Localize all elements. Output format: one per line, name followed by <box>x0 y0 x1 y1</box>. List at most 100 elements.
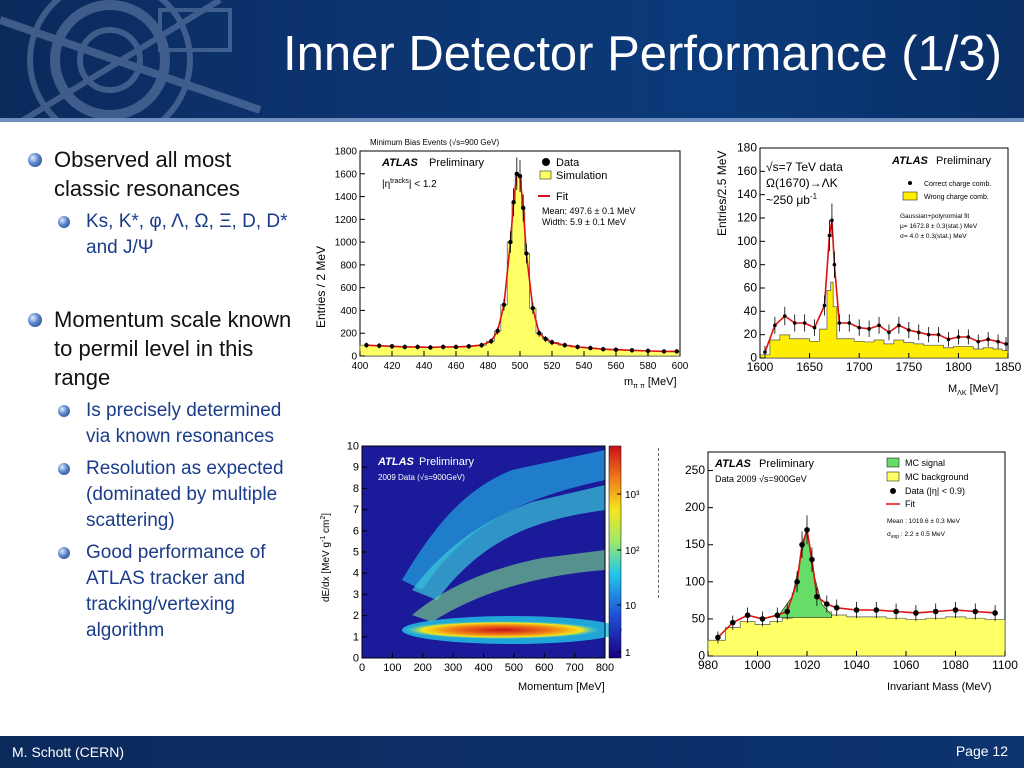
data-point <box>907 328 911 332</box>
y-tick-label: 7 <box>353 504 359 516</box>
color-scale-bar <box>608 445 622 659</box>
data-point <box>857 325 861 330</box>
fit-label: Gaussian+polynomial fit <box>900 213 969 220</box>
x-tick-label: 1600 <box>747 360 774 374</box>
data-point <box>549 340 555 345</box>
x-tick-label: 100 <box>383 662 401 674</box>
process-label: Ω(1670)→ΛK <box>766 176 838 190</box>
x-tick-label: 0 <box>359 662 365 674</box>
y-tick-label: 8 <box>353 483 359 495</box>
data-point <box>952 607 959 613</box>
y-tick-label: 200 <box>340 329 357 340</box>
x-tick-label: 1020 <box>794 658 821 672</box>
data-point <box>744 612 751 618</box>
data-point <box>827 233 832 238</box>
data-point <box>661 349 667 354</box>
y-tick-label: 80 <box>744 257 758 271</box>
x-tick-label: 700 <box>565 662 583 674</box>
bullet-item: Momentum scale known to permil level in … <box>28 305 303 392</box>
atlas-label: ATLAS <box>377 456 415 468</box>
legend-correct-label: Correct charge comb. <box>924 181 991 188</box>
data-point <box>893 608 899 615</box>
z-ticks: 1 10 10² 10³ <box>617 490 640 659</box>
omega-mass-plot: Entries/2.5 MeV 0 20 40 60 80 100 120 140 160 180… <box>715 141 1022 398</box>
data-point <box>877 323 881 328</box>
x-tick-label: 500 <box>512 361 529 372</box>
x-tick-label: 1850 <box>995 360 1022 374</box>
header-divider <box>0 118 1024 122</box>
bullet-text: Ks, K*, φ, Λ, Ω, Ξ, D, D* and J/Ψ <box>86 211 288 258</box>
data-point <box>830 218 834 223</box>
page-number: Page 12 <box>955 743 1008 759</box>
data-point <box>562 342 567 348</box>
x-axis-label: Momentum [MeV] <box>518 681 605 693</box>
data-point <box>441 344 446 350</box>
x-tick-label: 1060 <box>893 658 920 672</box>
data-point <box>389 344 395 349</box>
histogram-area <box>359 157 681 357</box>
y-tick-label: 600 <box>340 283 357 294</box>
preliminary-label: Preliminary <box>429 157 485 169</box>
z-tick-label: 10 <box>625 601 637 612</box>
atlas-label: ATLAS <box>714 458 752 470</box>
data-point <box>524 251 529 256</box>
data-point <box>588 345 593 351</box>
bullet-text: Good performance of ATLAS tracker and tr… <box>86 542 266 641</box>
data-point <box>832 262 837 267</box>
sub-bullet-item: Good performance of ATLAS tracker and tr… <box>58 540 303 644</box>
data-point <box>992 610 998 616</box>
data-point <box>814 593 820 600</box>
data-point <box>645 348 651 354</box>
legend-sim-swatch <box>539 170 552 180</box>
x-ticks: 1600 1650 1700 1750 1800 1850 <box>747 353 1022 374</box>
legend-bkg-swatch <box>886 471 900 482</box>
data-point <box>812 325 817 330</box>
data-point <box>887 330 891 335</box>
x-tick-label: 580 <box>640 361 657 372</box>
preliminary-label: Preliminary <box>759 458 815 470</box>
histogram-fill <box>759 281 1009 359</box>
x-tick-label: 1800 <box>945 360 972 374</box>
data-point <box>822 303 827 308</box>
y-ticks: 0 200 400 600 800 1000 1200 1400 1600 1800 <box>335 147 365 363</box>
x-ticks: 0 100 200 300 400 500 600 700 800 <box>359 653 614 674</box>
x-tick-label: 600 <box>672 361 689 372</box>
sub-bullet-item: Is precisely determined via known resona… <box>58 398 303 450</box>
x-axis-label: MΛK [MeV] <box>948 383 998 397</box>
y-tick-label: 20 <box>744 327 758 341</box>
data-point <box>729 619 736 626</box>
x-tick-label: 460 <box>448 361 465 372</box>
y-tick-label: 200 <box>685 500 705 514</box>
fit-sigma: σ= 4.0 ± 0.3(stat.) MeV <box>900 233 967 240</box>
x-tick-label: 1100 <box>992 658 1018 672</box>
x-tick-label: 500 <box>505 662 523 674</box>
y-tick-label: 60 <box>744 281 758 295</box>
bullet-list: Observed all most classic resonances Ks,… <box>28 145 303 650</box>
data-point <box>824 601 830 607</box>
data-point <box>833 604 840 611</box>
data-point <box>774 612 781 618</box>
x-tick-label: 520 <box>544 361 561 372</box>
legend-wrong-label: Wrong charge comb. <box>924 194 989 201</box>
eta-cut-label: |ηtracks| < 1.2 <box>382 178 437 190</box>
y-ticks: 0 1 2 3 4 5 6 7 8 9 10 <box>347 441 367 665</box>
y-tick-label: 160 <box>737 164 757 178</box>
data-point <box>763 350 767 354</box>
y-axis-label: Entries / 2 MeV <box>314 246 328 328</box>
data-point <box>804 527 810 533</box>
y-tick-label: 180 <box>737 141 757 155</box>
x-ticks: 400 420 440 460 480 500 520 540 560 580 600 <box>352 351 689 372</box>
data-point <box>972 608 979 615</box>
bullet-icon <box>28 153 42 167</box>
dataset-label: 2009 Data (√s=900GeV) <box>378 473 465 482</box>
legend-wrong-swatch <box>902 191 918 201</box>
data-point <box>530 305 535 311</box>
data-point <box>773 323 777 328</box>
x-tick-label: 420 <box>384 361 401 372</box>
dataset-label: Data 2009 √s=900GeV <box>715 474 807 484</box>
y-tick-label: 120 <box>737 211 757 225</box>
atlas-label: ATLAS <box>381 157 419 169</box>
y-tick-label: 9 <box>353 462 359 474</box>
y-tick-label: 0 <box>698 649 705 663</box>
atlas-label: ATLAS <box>891 155 929 167</box>
